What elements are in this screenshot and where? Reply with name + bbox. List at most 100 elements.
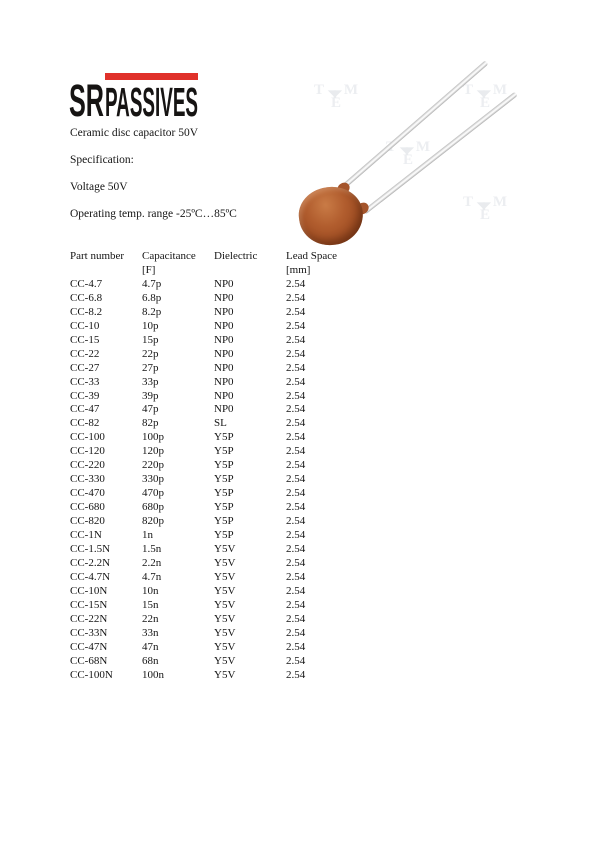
- table-cell: 33p: [142, 375, 159, 388]
- table-cell: 4.7p: [142, 277, 162, 290]
- table-cell: Y5P: [214, 473, 234, 486]
- table-cell: NP0: [214, 305, 234, 318]
- table-cell: 2.54: [286, 291, 306, 304]
- table-cell: 680p: [142, 501, 164, 514]
- table-cell: 2.54: [286, 584, 306, 597]
- table-header-cell: Capacitance: [142, 250, 196, 262]
- table-cell: 2.54: [286, 375, 306, 388]
- table-cell: 1.5n: [142, 543, 162, 556]
- table-cell: 100p: [142, 431, 164, 444]
- table-cell: CC-6.8: [70, 291, 103, 304]
- table-cell: 15p: [142, 333, 159, 346]
- temp-range-line: Operating temp. range -25ºC…85ºC: [70, 208, 237, 220]
- table-cell: CC-47N: [70, 640, 108, 653]
- table-header-cell: Dielectric: [214, 250, 258, 262]
- table-cell: Y5V: [214, 570, 236, 583]
- table-cell: Y5P: [214, 445, 234, 458]
- srpassives-logo: SR PASSIVES: [69, 73, 198, 118]
- table-cell: CC-330: [70, 473, 105, 486]
- tme-watermark: T◥◤M E: [314, 82, 358, 111]
- table-cell: 2.54: [286, 403, 306, 416]
- table-cell: 2.54: [286, 487, 306, 500]
- table-cell: 2.2n: [142, 556, 162, 569]
- table-cell: 470p: [142, 487, 164, 500]
- table-cell: 2.54: [286, 626, 306, 639]
- table-cell: 39p: [142, 389, 159, 402]
- table-cell: CC-22: [70, 347, 100, 360]
- table-cell: NP0: [214, 333, 234, 346]
- table-cell: NP0: [214, 291, 234, 304]
- table-cell: CC-1N: [70, 529, 102, 542]
- table-cell: 33n: [142, 626, 159, 639]
- table-cell: CC-4.7: [70, 277, 103, 290]
- capacitor-disc-body: [295, 182, 367, 250]
- table-cell: CC-120: [70, 445, 105, 458]
- voltage-line: Voltage 50V: [70, 181, 128, 193]
- table-cell: CC-22N: [70, 612, 108, 625]
- table-cell: SL: [214, 417, 227, 430]
- logo-red-bar: [105, 73, 198, 80]
- table-cell: 15n: [142, 598, 159, 611]
- table-cell: 2.54: [286, 598, 306, 611]
- table-cell: 10n: [142, 584, 159, 597]
- table-cell: 8.2p: [142, 305, 162, 318]
- table-cell: Y5V: [214, 668, 236, 681]
- table-cell: 2.54: [286, 319, 306, 332]
- table-cell: 100n: [142, 668, 164, 681]
- table-cell: 2.54: [286, 361, 306, 374]
- table-cell: 2.54: [286, 556, 306, 569]
- table-cell: 2.54: [286, 473, 306, 486]
- table-cell: CC-820: [70, 515, 105, 528]
- product-title: Ceramic disc capacitor 50V: [70, 127, 199, 139]
- table-cell: Y5V: [214, 556, 236, 569]
- table-cell: 4.7n: [142, 570, 162, 583]
- table-header-cell: Lead Space: [286, 250, 337, 262]
- table-cell: 82p: [142, 417, 159, 430]
- logo-passives-text: PASSIVES: [105, 79, 198, 118]
- table-cell: 2.54: [286, 277, 306, 290]
- table-cell: 2.54: [286, 445, 306, 458]
- table-cell: Y5V: [214, 543, 236, 556]
- table-cell: CC-4.7N: [70, 570, 111, 583]
- tme-watermark: T◥◤M E: [463, 194, 507, 223]
- table-cell: 2.54: [286, 459, 306, 472]
- specification-label: Specification:: [70, 154, 134, 166]
- table-header-unit-cell: [214, 264, 286, 278]
- table-cell: CC-680: [70, 501, 105, 514]
- table-cell: 47n: [142, 640, 159, 653]
- table-cell: CC-10: [70, 319, 100, 332]
- table-cell: NP0: [214, 389, 234, 402]
- table-cell: CC-47: [70, 403, 100, 416]
- table-cell: CC-68N: [70, 654, 108, 667]
- table-cell: CC-2.2N: [70, 556, 111, 569]
- tme-watermark: T◥◤M E: [463, 82, 507, 111]
- table-cell: NP0: [214, 347, 234, 360]
- table-cell: NP0: [214, 361, 234, 374]
- table-cell: NP0: [214, 277, 234, 290]
- table-cell: Y5P: [214, 487, 234, 500]
- table-cell: Y5P: [214, 431, 234, 444]
- table-cell: 2.54: [286, 515, 306, 528]
- table-cell: CC-33N: [70, 626, 108, 639]
- table-cell: 330p: [142, 473, 164, 486]
- table-cell: CC-100N: [70, 668, 113, 681]
- table-cell: 47p: [142, 403, 159, 416]
- parts-table: Part number Capacitance Dielectric Lead Spa…: [70, 250, 370, 683]
- table-cell: CC-39: [70, 389, 100, 402]
- table-cell: 27p: [142, 361, 159, 374]
- table-cell: CC-1.5N: [70, 543, 111, 556]
- table-cell: 2.54: [286, 389, 306, 402]
- table-cell: Y5P: [214, 529, 234, 542]
- capacitor-photo: T◥◤M E T◥◤M E T◥◤M E T◥◤M E: [290, 55, 530, 270]
- logo-sr-text: SR: [69, 75, 104, 118]
- table-cell: CC-220: [70, 459, 105, 472]
- table-cell: CC-82: [70, 417, 100, 430]
- table-cell: 220p: [142, 459, 164, 472]
- table-cell: 22n: [142, 612, 159, 625]
- table-cell: 68n: [142, 654, 159, 667]
- table-cell: 820p: [142, 515, 164, 528]
- table-cell: 2.54: [286, 347, 306, 360]
- table-cell: CC-15: [70, 333, 100, 346]
- table-cell: CC-27: [70, 361, 100, 374]
